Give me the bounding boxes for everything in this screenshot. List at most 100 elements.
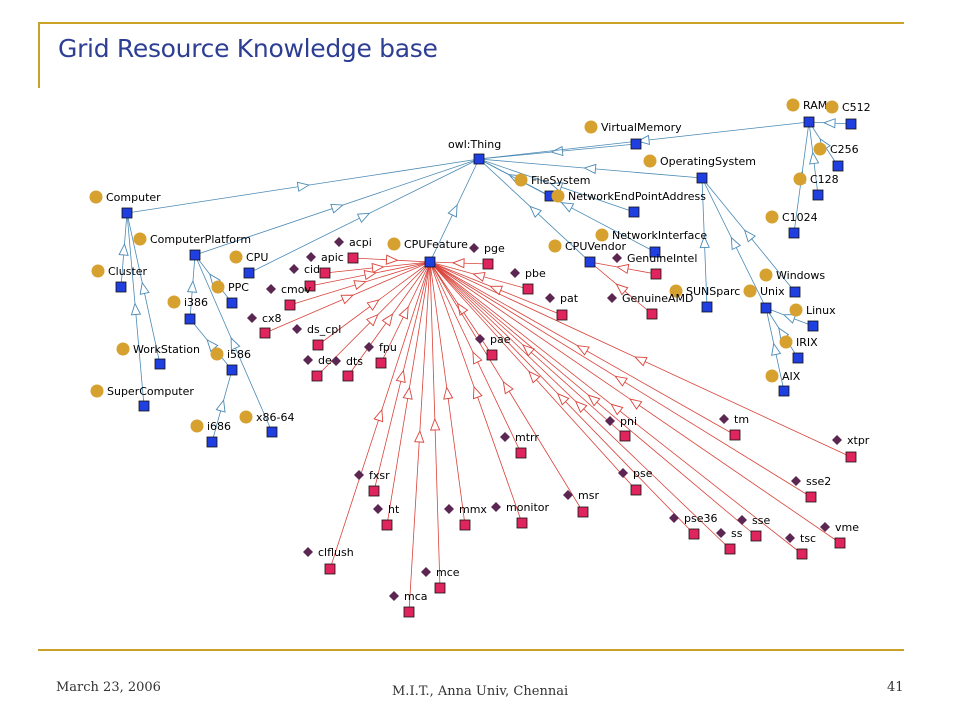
node-ht: ht [373, 503, 400, 531]
node-c128: C128 [793, 172, 839, 201]
node-square [259, 327, 271, 339]
node-unix: Unix [743, 284, 785, 314]
node-fpu: fpu [364, 341, 397, 369]
circle-icon [548, 239, 562, 253]
edge-cpuvendor-to-genuineintel [589, 261, 657, 275]
node-label: ht [388, 503, 400, 516]
node-square [121, 207, 133, 219]
node-square [138, 400, 150, 412]
circle-icon [167, 295, 181, 309]
diamond-icon [607, 293, 617, 303]
edge-i586-to-i686 [211, 369, 233, 443]
node-ds-cpl: ds_cpl [292, 323, 341, 351]
node-square [832, 160, 844, 172]
node-label: tsc [800, 532, 816, 545]
node-square [803, 116, 815, 128]
node-label: C512 [842, 101, 871, 114]
node-label: tm [734, 413, 749, 426]
node-square [630, 484, 642, 496]
node-cpu: CPU [229, 250, 268, 279]
edge-cpufeature-to-msr [429, 261, 584, 513]
node-label: Cluster [108, 265, 148, 278]
circle-icon [133, 232, 147, 246]
circle-icon [813, 142, 827, 156]
circle-icon [210, 347, 224, 361]
node-square [788, 227, 800, 239]
node-label: C128 [810, 173, 839, 186]
edge-unix-to-linux [765, 307, 814, 327]
node-square [760, 302, 772, 314]
node-label: mmx [459, 503, 487, 516]
node-pge: pge [469, 242, 505, 270]
node-workstation: WorkStation [116, 342, 200, 370]
node-label: pge [484, 242, 505, 255]
node-square [473, 153, 485, 165]
node-label: FileSystem [531, 174, 590, 187]
edge-cpufeature-to-cmov [289, 261, 431, 306]
diamond-icon [303, 547, 313, 557]
node-square [184, 313, 196, 325]
node-label: i386 [184, 296, 208, 309]
node-square [515, 447, 527, 459]
node-vme: vme [820, 521, 859, 549]
circle-icon [514, 173, 528, 187]
node-square [347, 252, 359, 264]
node-label: clflush [318, 546, 354, 559]
node-label: cid [304, 263, 320, 276]
node-owl-thing: owl:Thing [448, 138, 501, 165]
edge-cpufeature-to-fxsr [373, 261, 431, 492]
node-label: Windows [776, 269, 825, 282]
diamond-icon [563, 490, 573, 500]
edge-cpufeature-to-cx8 [264, 261, 431, 334]
node-label: ComputerPlatform [150, 233, 251, 246]
circle-icon [759, 268, 773, 282]
node-i586: i586 [210, 347, 251, 376]
edge-owl-thing-to-cpufeature [429, 158, 480, 263]
diamond-icon [785, 533, 795, 543]
node-cluster: Cluster [91, 264, 148, 293]
node-square [646, 308, 658, 320]
node-square [381, 519, 393, 531]
edge-owl-thing-to-computerplatform [194, 158, 480, 256]
edge-cpufeature-to-fpu [380, 261, 431, 364]
circle-icon [116, 342, 130, 356]
node-supercomputer: SuperComputer [90, 384, 194, 412]
node-networkinterface: NetworkInterface [595, 228, 707, 258]
diamond-icon [605, 416, 615, 426]
node-pni: pni [605, 415, 637, 442]
node-label: i686 [207, 420, 231, 433]
node-c256: C256 [813, 142, 859, 172]
node-label: pse [633, 467, 653, 480]
node-label: vme [835, 521, 859, 534]
node-label: owl:Thing [448, 138, 501, 151]
node-square [845, 451, 857, 463]
node-msr: msr [563, 489, 599, 518]
node-label: RAM [803, 99, 827, 112]
top-rule [38, 22, 904, 24]
node-label: ss [731, 527, 743, 540]
diamond-icon [820, 522, 830, 532]
edge-cpufeature-to-pat [429, 261, 563, 316]
node-ss: ss [716, 527, 743, 555]
node-label: pat [560, 292, 579, 305]
node-square [424, 256, 436, 268]
node-square [342, 370, 354, 382]
node-computerplatform: ComputerPlatform [133, 232, 251, 261]
node-label: cx8 [262, 312, 282, 325]
circle-icon [211, 280, 225, 294]
diamond-icon [247, 313, 257, 323]
footer-org: M.I.T., Anna Univ, Chennai [392, 684, 569, 699]
node-monitor: monitor [491, 501, 550, 529]
edge-computer-to-workstation [126, 212, 161, 365]
node-label: ds_cpl [307, 323, 341, 336]
node-ram: RAM [786, 98, 827, 128]
ontology-graph: owl:Thing Computer ComputerPlatform Cluster… [89, 98, 871, 618]
edge-computerplatform-to-x86-64 [194, 254, 273, 433]
circle-icon [584, 120, 598, 134]
node-label: msr [578, 489, 599, 502]
edge-cpufeature-to-pse [429, 261, 637, 491]
edge-computer-to-cluster [118, 212, 129, 288]
edge-owl-thing-to-virtualmemory [478, 143, 637, 160]
circle-icon [765, 369, 779, 383]
node-sse2: sse2 [791, 475, 831, 503]
